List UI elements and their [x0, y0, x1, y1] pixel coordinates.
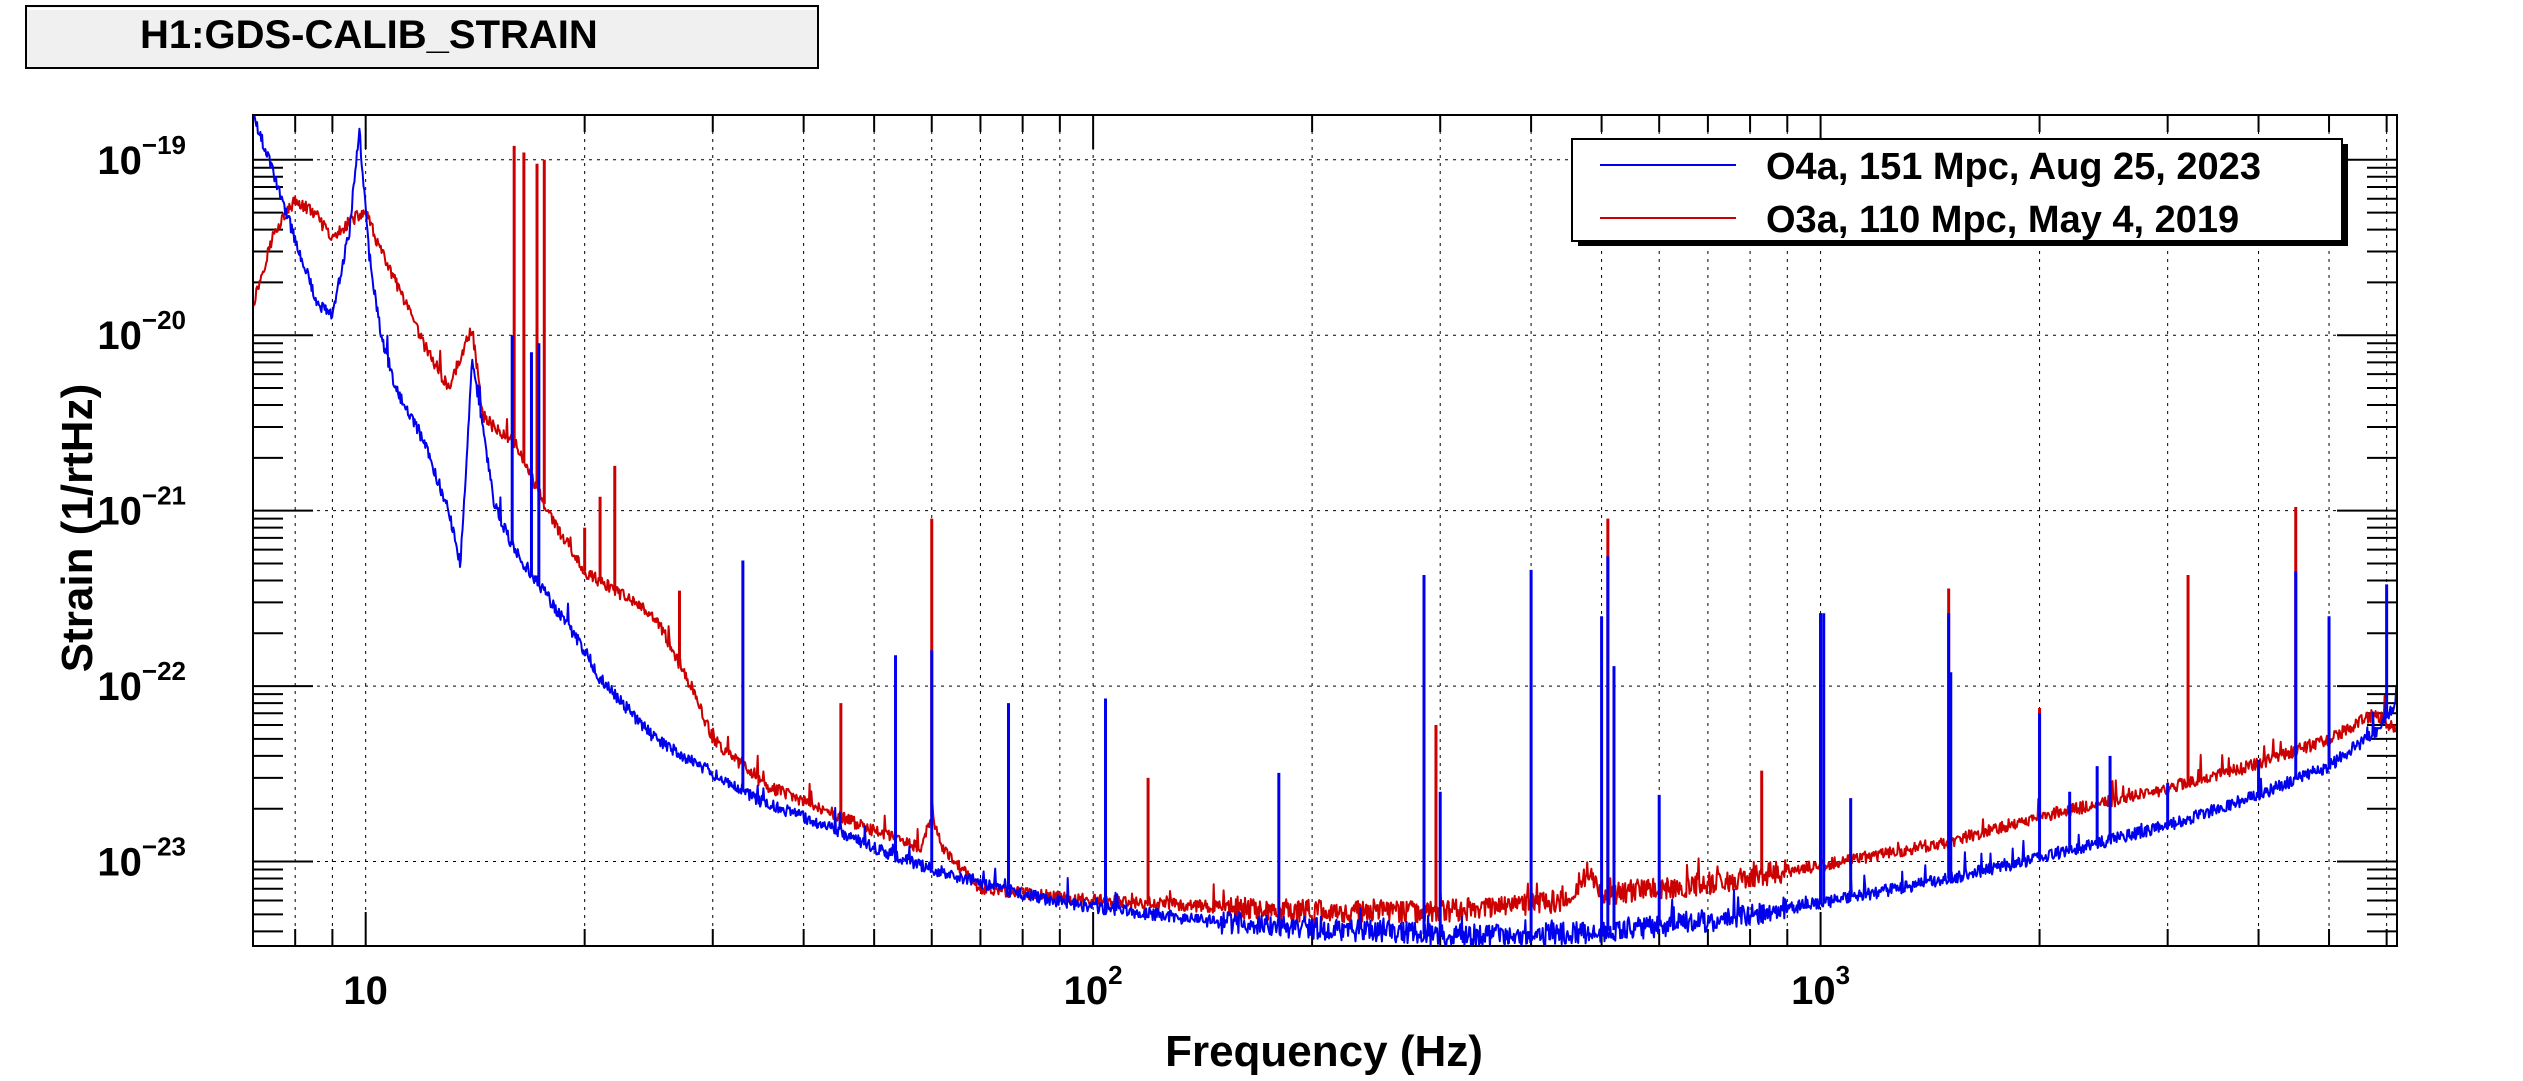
series-line [253, 115, 2397, 946]
legend-box [1571, 138, 2343, 242]
y-axis-label: Strain (1/rtHz) [53, 384, 102, 672]
x-axis-label: Frequency (Hz) [1165, 1027, 1483, 1076]
x-tick-label: 103 [1791, 960, 1850, 1013]
x-tick-labels: 10 102 103 [343, 960, 1850, 1013]
y-tick-label: 10−20 [97, 305, 186, 358]
y-tick-label: 10−22 [97, 656, 186, 709]
title-box: H1:GDS-CALIB_STRAIN [25, 5, 819, 69]
axis-ticks [253, 115, 2397, 946]
series-layer [253, 115, 2397, 946]
series-clip-group [253, 115, 2397, 946]
plot-frame [252, 114, 2398, 947]
x-tick-label: 102 [1064, 960, 1123, 1013]
legend: O4a, 151 Mpc, Aug 25, 2023 O3a, 110 Mpc, … [1571, 138, 2348, 246]
y-tick-label: 10−19 [97, 130, 186, 183]
legend-label: O4a, 151 Mpc, Aug 25, 2023 [1766, 146, 2261, 188]
chart-title: H1:GDS-CALIB_STRAIN [140, 13, 598, 57]
legend-label: O3a, 110 Mpc, May 4, 2019 [1766, 199, 2239, 241]
y-tick-labels: 10−19 10−20 10−21 10−22 10−23 [97, 130, 186, 885]
y-tick-label: 10−21 [97, 481, 186, 534]
y-tick-label: 10−23 [97, 832, 186, 885]
plot-border [252, 114, 2398, 947]
x-tick-label: 10 [343, 969, 388, 1013]
series-line [253, 195, 2397, 924]
